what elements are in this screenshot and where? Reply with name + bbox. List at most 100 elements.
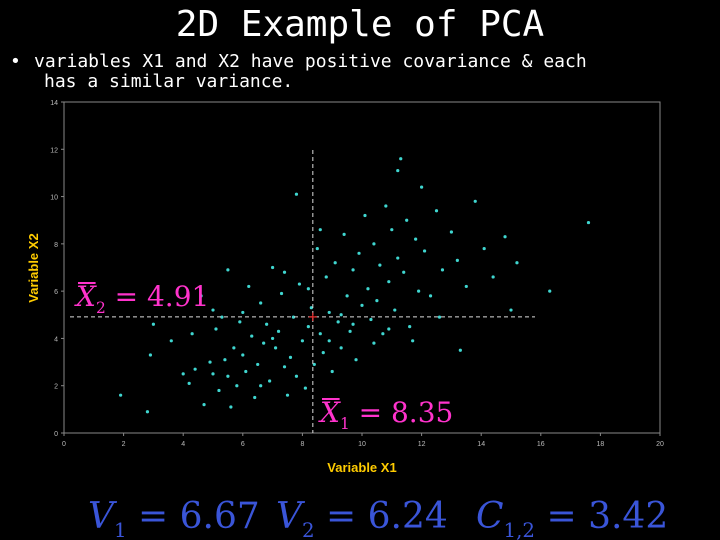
y-tick-label: 2: [54, 384, 58, 391]
data-point: [297, 282, 302, 286]
data-point: [279, 291, 284, 296]
data-point: [148, 353, 153, 357]
data-point: [193, 367, 197, 371]
data-point: [169, 339, 173, 343]
y-tick-label: 6: [54, 289, 58, 296]
data-point: [288, 355, 293, 359]
c12-formula: C1,2 = 3.42: [476, 496, 668, 540]
data-point: [220, 315, 224, 319]
plot-frame: [63, 101, 661, 434]
data-point: [339, 313, 343, 317]
data-point: [473, 199, 477, 203]
data-point: [339, 346, 343, 350]
data-point: [482, 246, 486, 251]
x-tick-label: 6: [241, 441, 245, 448]
data-point: [250, 334, 254, 338]
data-point: [253, 395, 257, 400]
data-point: [238, 320, 242, 324]
y-tick-label: 12: [50, 147, 58, 154]
data-point: [223, 358, 227, 362]
data-point: [378, 263, 382, 267]
data-point: [259, 301, 263, 305]
x-tick-label: 18: [597, 441, 605, 448]
data-point: [151, 322, 155, 326]
data-point: [396, 256, 400, 260]
x-tick-label: 12: [418, 441, 426, 448]
data-point: [372, 341, 376, 345]
data-point: [360, 303, 364, 307]
data-point: [312, 362, 316, 367]
x1-mean-formula-text: X1 = 8.35: [318, 396, 453, 433]
data-point: [229, 405, 233, 409]
y-tick-label: 8: [54, 242, 58, 249]
v1-formula: V1 = 6.67: [88, 496, 260, 540]
data-point: [405, 218, 409, 222]
x-tick-label: 14: [477, 441, 485, 448]
x-tick-label: 4: [181, 441, 185, 448]
c12-formula-text: C1,2 = 3.42: [476, 496, 668, 540]
data-point: [342, 232, 346, 236]
data-point: [217, 388, 221, 393]
data-point: [396, 168, 400, 173]
x-tick-label: 10: [358, 441, 366, 448]
data-point: [306, 325, 310, 329]
data-point: [369, 317, 373, 322]
data-point: [181, 372, 185, 376]
data-point: [420, 185, 424, 189]
x-tick-label: 20: [656, 441, 664, 448]
data-point: [458, 348, 462, 352]
data-point: [464, 284, 468, 289]
data-point: [315, 246, 319, 251]
data-point: [282, 270, 287, 274]
data-point: [351, 322, 355, 326]
data-point: [282, 365, 287, 369]
data-point: [268, 379, 272, 383]
data-point: [586, 220, 591, 225]
x-tick-label: 0: [62, 441, 66, 448]
data-point: [208, 360, 212, 364]
data-point: [348, 329, 352, 333]
data-point: [417, 289, 421, 293]
data-point: [363, 213, 367, 218]
x-tick-label: 8: [300, 441, 304, 448]
data-point: [321, 351, 325, 355]
data-point: [291, 315, 296, 319]
data-point: [271, 265, 275, 270]
y-tick-label: 10: [50, 195, 58, 202]
x1-mean-formula: X1 = 8.35: [318, 396, 453, 433]
data-point: [381, 332, 385, 336]
slide-bullet: • variables X1 and X2 have positive covar…: [10, 52, 710, 92]
data-point: [303, 386, 307, 390]
data-point: [226, 268, 230, 272]
data-point: [294, 192, 299, 196]
data-point: [393, 308, 397, 312]
x2-mean-formula: X2 = 4.91: [74, 280, 209, 317]
data-point: [232, 346, 236, 350]
data-point: [241, 310, 245, 315]
data-point: [327, 310, 331, 315]
data-point: [336, 320, 340, 324]
y-tick-label: 0: [54, 431, 58, 438]
data-point: [434, 209, 439, 213]
data-point: [294, 374, 299, 378]
data-point: [384, 204, 388, 208]
data-point: [244, 369, 248, 374]
data-point: [402, 270, 406, 274]
data-point: [440, 268, 445, 272]
v2-formula: V2 = 6.24: [276, 496, 448, 540]
x2-mean-formula-text: X2 = 4.91: [74, 280, 209, 317]
data-point: [241, 353, 245, 357]
data-point: [300, 339, 304, 343]
data-point: [375, 299, 379, 303]
data-point: [119, 393, 123, 397]
data-point: [366, 287, 370, 291]
data-point: [187, 381, 191, 385]
data-point: [318, 332, 322, 336]
data-point: [411, 339, 415, 343]
data-point: [262, 341, 266, 345]
data-point: [327, 339, 331, 343]
data-point: [199, 294, 203, 298]
y-tick-label: 14: [50, 100, 58, 107]
data-point: [422, 249, 427, 253]
